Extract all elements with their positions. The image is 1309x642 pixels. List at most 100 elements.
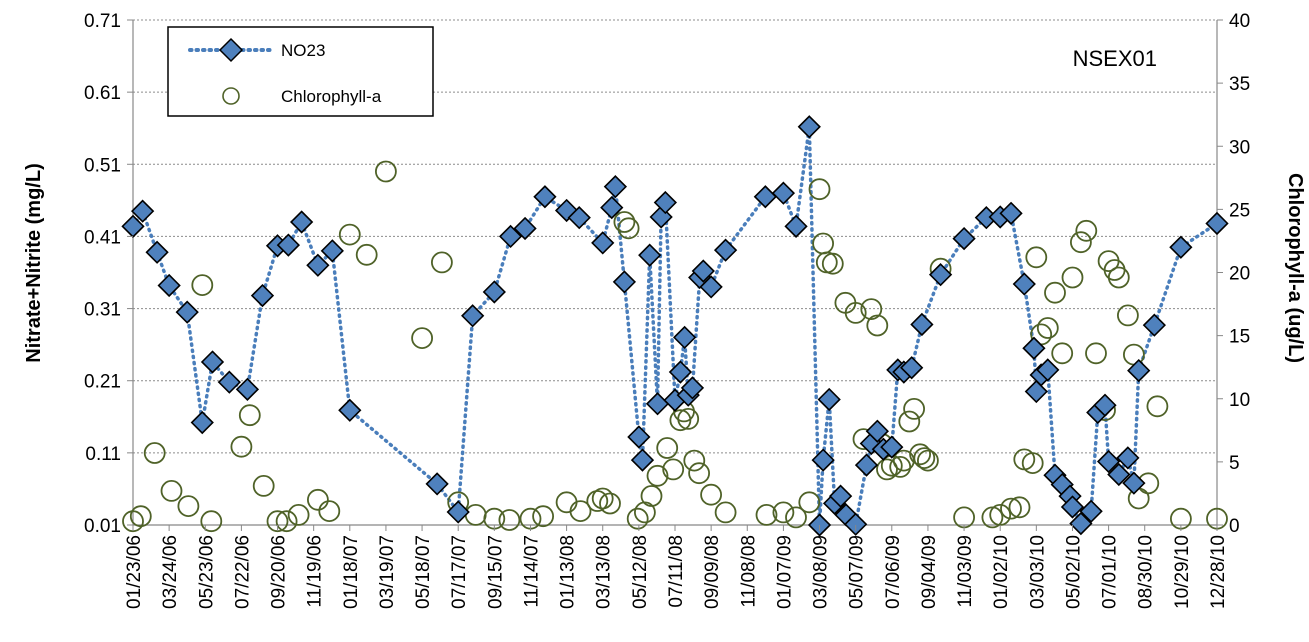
chlorophyll-point	[917, 449, 939, 472]
no23-point	[865, 419, 889, 443]
chlorophyll-point	[555, 491, 578, 514]
right-tick-label: 35	[1229, 74, 1250, 95]
chlorophyll-point	[200, 510, 223, 533]
chlorophyll-point	[374, 160, 397, 183]
no23-point	[320, 239, 344, 263]
legend-chl-marker	[222, 87, 240, 105]
left-tick-label: 0.31	[84, 300, 121, 321]
chlorophyll-point	[677, 407, 700, 430]
chlorophyll-point	[909, 443, 931, 466]
x-tick-label: 01/02/10	[991, 535, 1012, 609]
left-y-axis-title: Nitrate+Nitrite (mg/L)	[23, 163, 45, 362]
chlorophyll-point	[355, 243, 378, 266]
chlorophyll-point	[808, 178, 831, 201]
chlorophyll-point	[714, 501, 737, 524]
chlorophyll-point	[640, 485, 663, 507]
x-tick-label: 07/22/06	[232, 535, 253, 609]
no23-point	[653, 190, 677, 215]
chlorophyll-point	[656, 437, 679, 459]
no23-point	[771, 181, 796, 205]
chlorophyll-point	[1146, 395, 1169, 418]
chlorophyll-point	[238, 404, 261, 427]
chlorophyll-point	[1025, 246, 1048, 269]
x-tick-label: 09/09/08	[702, 535, 723, 609]
chlorophyll-point	[1044, 281, 1066, 304]
right-tick-label: 30	[1229, 137, 1250, 158]
x-tick-label: 01/23/06	[124, 535, 145, 609]
chlorophyll-point	[1000, 497, 1022, 520]
x-tick-label: 07/06/09	[883, 535, 904, 609]
left-tick-label: 0.41	[84, 227, 121, 248]
chlorophyll-point	[913, 447, 936, 470]
right-y-axis-title: Chlorophyll-a (ug/L)	[1284, 173, 1306, 363]
no23-point	[673, 325, 697, 350]
x-tick-label: 05/23/06	[196, 535, 217, 609]
no23-point	[131, 199, 155, 223]
chlorophyll-point	[532, 505, 554, 528]
no23-point	[627, 425, 651, 449]
x-tick-label: 11/19/06	[305, 535, 326, 608]
no23-point	[461, 304, 485, 328]
no23-point	[235, 377, 260, 402]
x-tick-label: 05/02/10	[1063, 535, 1084, 609]
no23-point	[175, 300, 199, 324]
no23-point	[1024, 379, 1048, 404]
chlorophyll-point	[160, 479, 183, 502]
no23-point	[145, 240, 169, 264]
chlorophyll-point	[191, 274, 214, 297]
chlorophyll-point	[1070, 231, 1092, 254]
chlorophyll-point	[1021, 452, 1044, 475]
chlorophyll-point	[230, 435, 253, 458]
left-tick-label: 0.01	[84, 516, 121, 537]
chlorophyll-point	[662, 458, 685, 481]
chlorophyll-point	[411, 327, 434, 350]
chlorophyll-point	[569, 500, 592, 523]
no23-point	[289, 210, 314, 234]
no23-point	[600, 195, 624, 220]
chlorophyll-point	[591, 487, 614, 510]
station-annotation: NSEX01	[1073, 46, 1157, 71]
x-tick-label: 05/07/09	[847, 535, 868, 609]
x-tick-label: 08/30/10	[1136, 535, 1157, 609]
x-tick-label: 11/14/07	[521, 535, 542, 608]
x-tick-label: 03/19/07	[377, 535, 398, 609]
legend-chl-label: Chlorophyll-a	[281, 87, 382, 106]
no23-point	[828, 484, 853, 508]
chlorophyll-point	[889, 455, 912, 478]
x-tick-label: 09/15/07	[485, 535, 506, 609]
left-tick-label: 0.71	[84, 11, 121, 32]
gridlines	[133, 19, 1217, 454]
chlorophyll-point	[898, 410, 921, 433]
chlorophyll-point	[306, 488, 329, 511]
chlorophyll-point	[1036, 317, 1059, 339]
no23-point	[1022, 336, 1046, 360]
chlorophyll-point	[129, 505, 152, 528]
chlorophyll-point	[903, 397, 925, 420]
chlorophyll-point	[798, 491, 821, 514]
no23-point	[630, 448, 655, 472]
x-tick-label: 03/13/08	[594, 535, 615, 609]
chlorophyll-point	[430, 251, 453, 274]
no23-point	[668, 360, 693, 384]
chlorophyll-point	[812, 232, 834, 255]
right-tick-label: 15	[1229, 327, 1250, 348]
no23-point	[1069, 511, 1093, 536]
right-tick-label: 25	[1229, 200, 1250, 221]
no23-point	[250, 283, 275, 308]
chlorophyll-point	[252, 474, 275, 497]
x-tick-label: 09/04/09	[919, 535, 940, 609]
no23-point	[1093, 393, 1117, 417]
chlorophyll-point	[626, 507, 649, 530]
x-tick-label: 03/08/09	[811, 535, 832, 609]
chlorophyll-point	[338, 223, 361, 246]
no23-point	[699, 275, 723, 299]
no23-point	[498, 224, 523, 249]
chlorophyll-point	[275, 510, 298, 533]
no23-point	[880, 435, 904, 459]
chlorophyll-point	[772, 501, 795, 524]
no23-point	[1205, 211, 1229, 236]
x-tick-label: 12/28/10	[1208, 535, 1229, 609]
no23-point	[306, 253, 330, 277]
no23-point	[784, 214, 808, 238]
